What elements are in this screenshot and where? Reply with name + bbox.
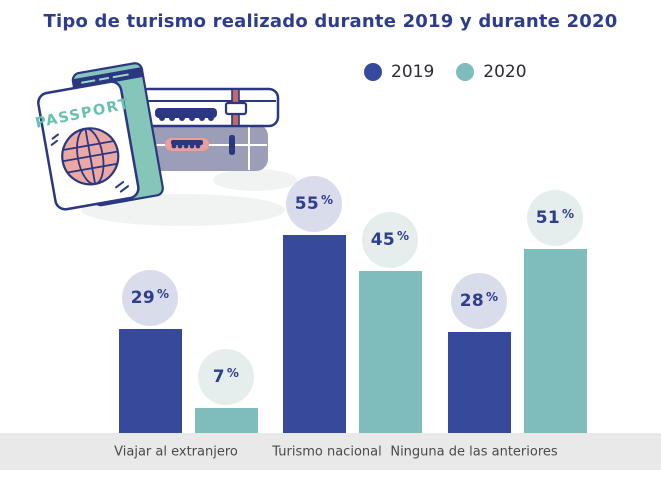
bar-group-viajar-al-extranjero: 29% 7% (118, 270, 258, 433)
suitcase-bottom (136, 124, 268, 171)
badge-value: 29 (130, 288, 155, 308)
badge-value: 55 (294, 194, 319, 214)
suitcase-top (137, 87, 280, 128)
value-badge-2020-turismo-nacional: 45% (362, 212, 418, 268)
bar-column-2019-turismo-nacional: 55% (282, 176, 346, 433)
bar-column-2020-turismo-nacional: 45% (358, 212, 422, 433)
globe (60, 127, 121, 186)
bar-column-2020-ninguna-de-las-anteriores: 51% (523, 190, 587, 433)
sparkle-marks (50, 133, 130, 193)
legend-item-2019: 2019 (364, 62, 434, 82)
shadow-shape (81, 194, 285, 226)
bar-2019-viajar-al-extranjero (118, 329, 182, 433)
value-badge-2019-turismo-nacional: 55% (286, 176, 342, 232)
badge-unit: % (156, 287, 170, 301)
chart-title: Tipo de turismo realizado durante 2019 y… (43, 11, 618, 32)
strap-buckle (224, 101, 248, 116)
axis-label-turismo-nacional: Turismo nacional (272, 444, 382, 459)
bar-column-2019-viajar-al-extranjero: 29% (118, 270, 182, 433)
legend-label: 2019 (391, 62, 435, 82)
passport-band (72, 67, 144, 90)
passport-suitcase-illustration: PASSPORT (34, 62, 297, 226)
badge-value: 51 (535, 208, 560, 228)
legend-dot-2019 (364, 63, 382, 81)
chart-legend: 2019 2020 (364, 62, 527, 82)
bar-column-2020-viajar-al-extranjero: 7% (194, 349, 258, 433)
badge-unit: % (320, 193, 334, 207)
badge-value: 45 (370, 230, 395, 250)
bar-chart: 29% 7% 55% 45% 28% 51% (0, 120, 661, 433)
bar-2020-turismo-nacional (358, 271, 422, 433)
bar-group-turismo-nacional: 55% 45% (282, 176, 422, 433)
bar-2020-ninguna-de-las-anteriores (523, 249, 587, 433)
value-badge-2020-ninguna-de-las-anteriores: 51% (527, 190, 583, 246)
badge-value: 28 (459, 291, 484, 311)
legend-item-2020: 2020 (456, 62, 527, 82)
axis-label-viajar-al-extranjero: Viajar al extranjero (114, 444, 238, 459)
shadow-shape (213, 169, 297, 191)
legend-label: 2020 (483, 62, 527, 82)
badge-unit: % (485, 290, 499, 304)
bar-2020-viajar-al-extranjero (194, 408, 258, 433)
badge-unit: % (396, 229, 410, 243)
value-badge-2020-viajar-al-extranjero: 7% (198, 349, 254, 405)
badge-unit: % (226, 366, 240, 380)
badge-value: 7 (212, 367, 225, 387)
value-badge-2019-ninguna-de-las-anteriores: 28% (451, 273, 507, 329)
x-axis-band: Viajar al extranjero Turismo nacional Ning… (0, 433, 661, 470)
passport: PASSPORT (34, 62, 164, 211)
axis-label-ninguna-de-las-anteriores: Ninguna de las anteriores (390, 444, 558, 459)
legend-dot-2020 (456, 63, 475, 81)
bar-2019-turismo-nacional (282, 235, 346, 433)
badge-unit: % (561, 207, 575, 221)
suitcase-handle (155, 108, 217, 121)
value-badge-2019-viajar-al-extranjero: 29% (122, 270, 178, 326)
bar-2019-ninguna-de-las-anteriores (447, 332, 511, 433)
bar-column-2019-ninguna-de-las-anteriores: 28% (447, 273, 511, 433)
bar-group-ninguna-de-las-anteriores: 28% 51% (447, 190, 587, 433)
